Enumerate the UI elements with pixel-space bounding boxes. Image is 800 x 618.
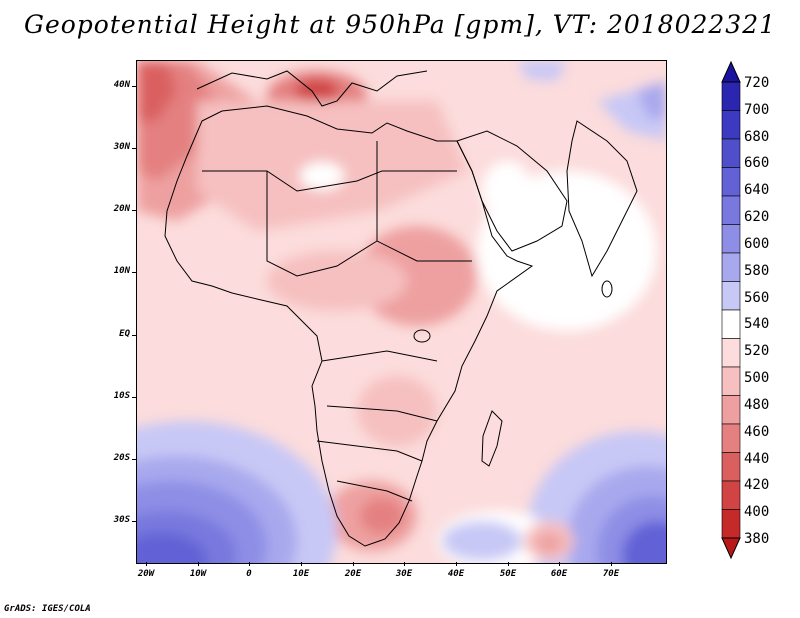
colorbar-boxes: [721, 81, 741, 539]
colorbar-label: 660: [744, 155, 770, 172]
lat-tick: [132, 335, 136, 336]
colorbar-box: [721, 480, 741, 510]
colorbar-box: [721, 395, 741, 425]
lat-label: EQ: [119, 329, 130, 339]
colorbar-box: [721, 366, 741, 396]
colorbar-box: [721, 338, 741, 368]
lon-label: 0: [246, 569, 252, 579]
colorbar-box: [721, 138, 741, 168]
lon-label: 60E: [550, 569, 568, 579]
colorbar-label: 460: [744, 423, 770, 440]
colorbar: [721, 60, 741, 560]
colorbar-box: [721, 252, 741, 282]
lon-label: 30E: [395, 569, 413, 579]
colorbar-box: [721, 281, 741, 311]
lon-tick: [249, 562, 250, 566]
colorbar-label: 480: [744, 396, 770, 413]
lon-label: 20E: [344, 569, 362, 579]
lon-tick: [456, 562, 457, 566]
colorbar-label: 520: [744, 343, 770, 360]
colorbar-bottom-arrow: [721, 537, 741, 560]
colorbar-box: [721, 509, 741, 539]
lat-label: 40N: [113, 80, 130, 90]
lon-label: 40E: [447, 569, 465, 579]
colorbar-label: 720: [744, 75, 770, 91]
lat-tick: [132, 148, 136, 149]
coastlines: [164, 70, 638, 547]
lon-label: 20W: [137, 569, 155, 579]
colorbar-label: 640: [744, 182, 770, 199]
colorbar-label: 620: [744, 209, 770, 226]
colorbar-box: [721, 81, 741, 111]
colorbar-box: [721, 167, 741, 197]
lon-tick: [198, 562, 199, 566]
lon-tick: [404, 562, 405, 566]
lon-tick: [611, 562, 612, 566]
lon-label: 10W: [189, 569, 207, 579]
colorbar-label: 560: [744, 289, 770, 306]
lon-tick: [146, 562, 147, 566]
colorbar-box: [721, 224, 741, 254]
colorbar-label: 680: [744, 128, 770, 145]
colorbar-label: 580: [744, 262, 770, 279]
map-title: Geopotential Height at 950hPa [gpm], VT:…: [23, 10, 777, 39]
colorbar-box: [721, 110, 741, 140]
lat-tick: [132, 521, 136, 522]
map-panel: [136, 60, 667, 564]
colorbar-box: [721, 423, 741, 453]
colorbar-box: [721, 195, 741, 225]
lat-tick: [132, 210, 136, 211]
colorbar-label: 700: [744, 101, 770, 118]
lat-label: 30S: [113, 515, 130, 525]
lat-tick: [132, 397, 136, 398]
credit-text: GrADS: IGES/COLA: [4, 604, 91, 614]
lon-tick: [559, 562, 560, 566]
colorbar-box: [721, 309, 741, 339]
colorbar-label: 420: [744, 477, 770, 494]
lat-label: 10S: [113, 391, 130, 401]
colorbar-label: 400: [744, 504, 770, 521]
lat-tick: [132, 86, 136, 87]
lon-tick: [353, 562, 354, 566]
colorbar-label: 600: [744, 235, 770, 252]
lat-label: 30N: [113, 142, 130, 152]
lon-tick: [508, 562, 509, 566]
colorbar-label: 440: [744, 450, 770, 467]
colorbar-top-arrow: [721, 60, 741, 83]
lat-label: 20N: [113, 204, 130, 214]
field-contours: [137, 61, 666, 563]
geopotential-field: [137, 61, 666, 563]
lat-label: 10N: [113, 266, 130, 276]
lon-label: 70E: [602, 569, 620, 579]
lon-label: 50E: [499, 569, 517, 579]
colorbar-box: [721, 452, 741, 482]
lat-label: 20S: [113, 453, 130, 463]
colorbar-label: 500: [744, 370, 770, 387]
colorbar-label: 540: [744, 316, 770, 333]
lat-tick: [132, 272, 136, 273]
lat-tick: [132, 459, 136, 460]
colorbar-label: 380: [744, 531, 770, 547]
lon-label: 10E: [292, 569, 310, 579]
lon-tick: [301, 562, 302, 566]
